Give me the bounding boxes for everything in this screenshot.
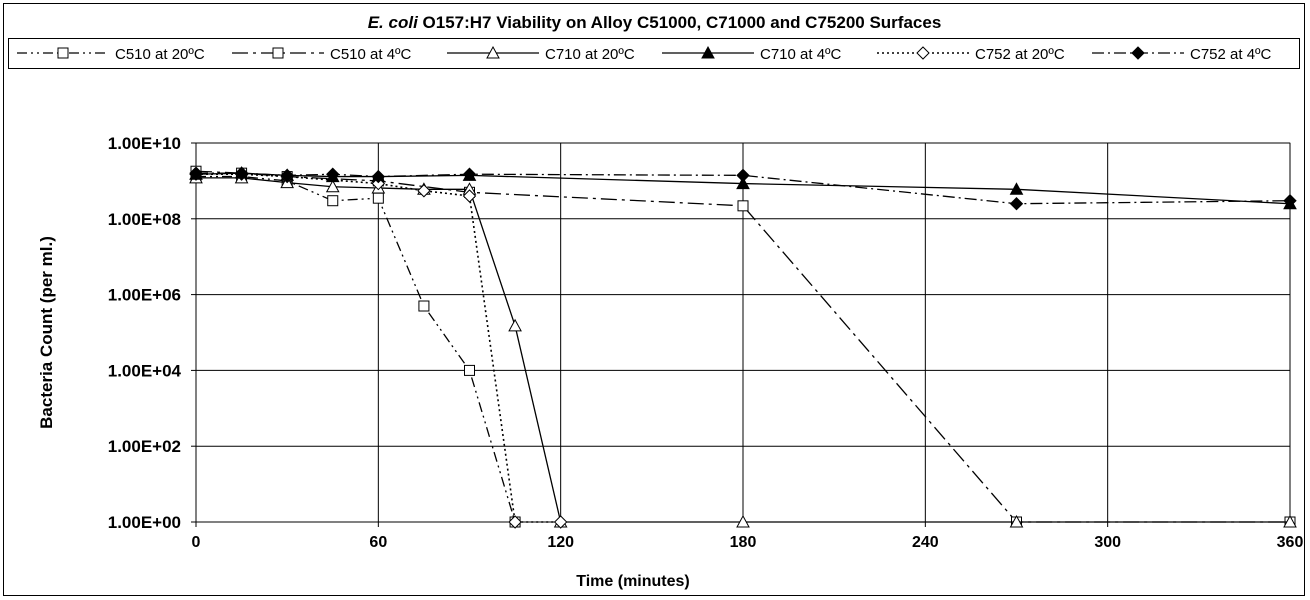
legend-label: C710 at 20ºC — [545, 46, 635, 63]
legend-marker — [701, 45, 715, 59]
data-point — [326, 167, 340, 181]
y-tick-label: 1.00E+08 — [108, 210, 181, 229]
data-point — [327, 195, 339, 207]
y-tick-label: 1.00E+02 — [108, 437, 181, 456]
legend: C510 at 20ºC C510 at 4ºC C710 at 20ºC C710 … — [8, 38, 1300, 69]
series-1 — [190, 171, 521, 528]
legend-entry: C510 at 20ºC — [17, 46, 205, 63]
y-tick-label: 1.00E+10 — [108, 134, 181, 153]
x-tick-label: 240 — [912, 534, 939, 551]
x-tick-label: 180 — [730, 534, 757, 551]
legend-label: C752 at 20ºC — [975, 46, 1065, 63]
legend-marker — [916, 46, 930, 60]
data-point — [1009, 514, 1024, 528]
data-point — [280, 168, 294, 183]
chart-title: E. coli O157:H7 Viability on Alloy C5100… — [8, 8, 1301, 38]
series-line — [196, 177, 1290, 523]
series-line — [196, 173, 561, 523]
data-point — [508, 515, 522, 529]
data-point — [418, 300, 430, 312]
data-point — [736, 168, 750, 183]
x-tick-label: 60 — [369, 534, 387, 551]
x-tick-label: 0 — [192, 534, 201, 551]
chart-title-rest: O157:H7 Viability on Alloy C51000, C7100… — [417, 13, 942, 32]
data-point — [234, 166, 249, 180]
x-tick-label: 120 — [547, 534, 574, 551]
legend-entry: C752 at 4ºC — [1092, 46, 1272, 63]
data-point — [553, 515, 568, 529]
data-point — [189, 166, 203, 180]
series-line — [196, 175, 516, 523]
legend-entry: C752 at 20ºC — [877, 46, 1065, 63]
y-tick-label: 1.00E+04 — [108, 361, 182, 380]
data-point — [737, 200, 749, 212]
data-point — [1009, 182, 1024, 195]
legend-entry: C710 at 20ºC — [447, 45, 635, 63]
data-point — [462, 189, 477, 203]
data-point — [462, 167, 477, 181]
legend-svg: C510 at 20ºC C510 at 4ºC C710 at 20ºC C710 … — [17, 45, 1272, 63]
x-axis-title: Time (minutes) — [576, 573, 690, 590]
data-point — [417, 184, 431, 198]
data-point — [371, 176, 386, 191]
chart-frame — [3, 3, 1305, 596]
data-point — [736, 514, 750, 528]
legend-marker — [486, 45, 500, 59]
y-axis-title: Bacteria Count (per ml.) — [37, 236, 56, 429]
legend-label: C752 at 4ºC — [1190, 46, 1272, 63]
data-point — [325, 179, 340, 193]
legend-label: C510 at 20ºC — [115, 46, 205, 63]
data-point — [371, 169, 386, 184]
x-tick-label: 360 — [1277, 534, 1304, 551]
legend-marker — [272, 47, 284, 59]
x-tick-label: 300 — [1094, 534, 1121, 551]
data-point — [372, 192, 384, 204]
data-point — [508, 318, 522, 332]
legend-entry: C710 at 4ºC — [662, 45, 842, 63]
data-point — [1283, 514, 1297, 528]
legend-label: C510 at 4ºC — [330, 46, 412, 63]
legend-marker — [57, 47, 69, 59]
data-point — [464, 364, 475, 376]
data-point — [1283, 194, 1297, 208]
chart-title-italic: E. coli — [367, 13, 418, 32]
y-tick-label: 1.00E+00 — [108, 513, 181, 532]
data-point — [736, 176, 750, 190]
legend-entry: C510 at 4ºC — [232, 46, 412, 63]
data-point — [1009, 197, 1024, 211]
legend-marker — [1131, 46, 1145, 60]
legend-label: C710 at 4ºC — [760, 46, 842, 63]
y-tick-label: 1.00E+06 — [108, 286, 181, 305]
series-6 — [189, 166, 1297, 211]
